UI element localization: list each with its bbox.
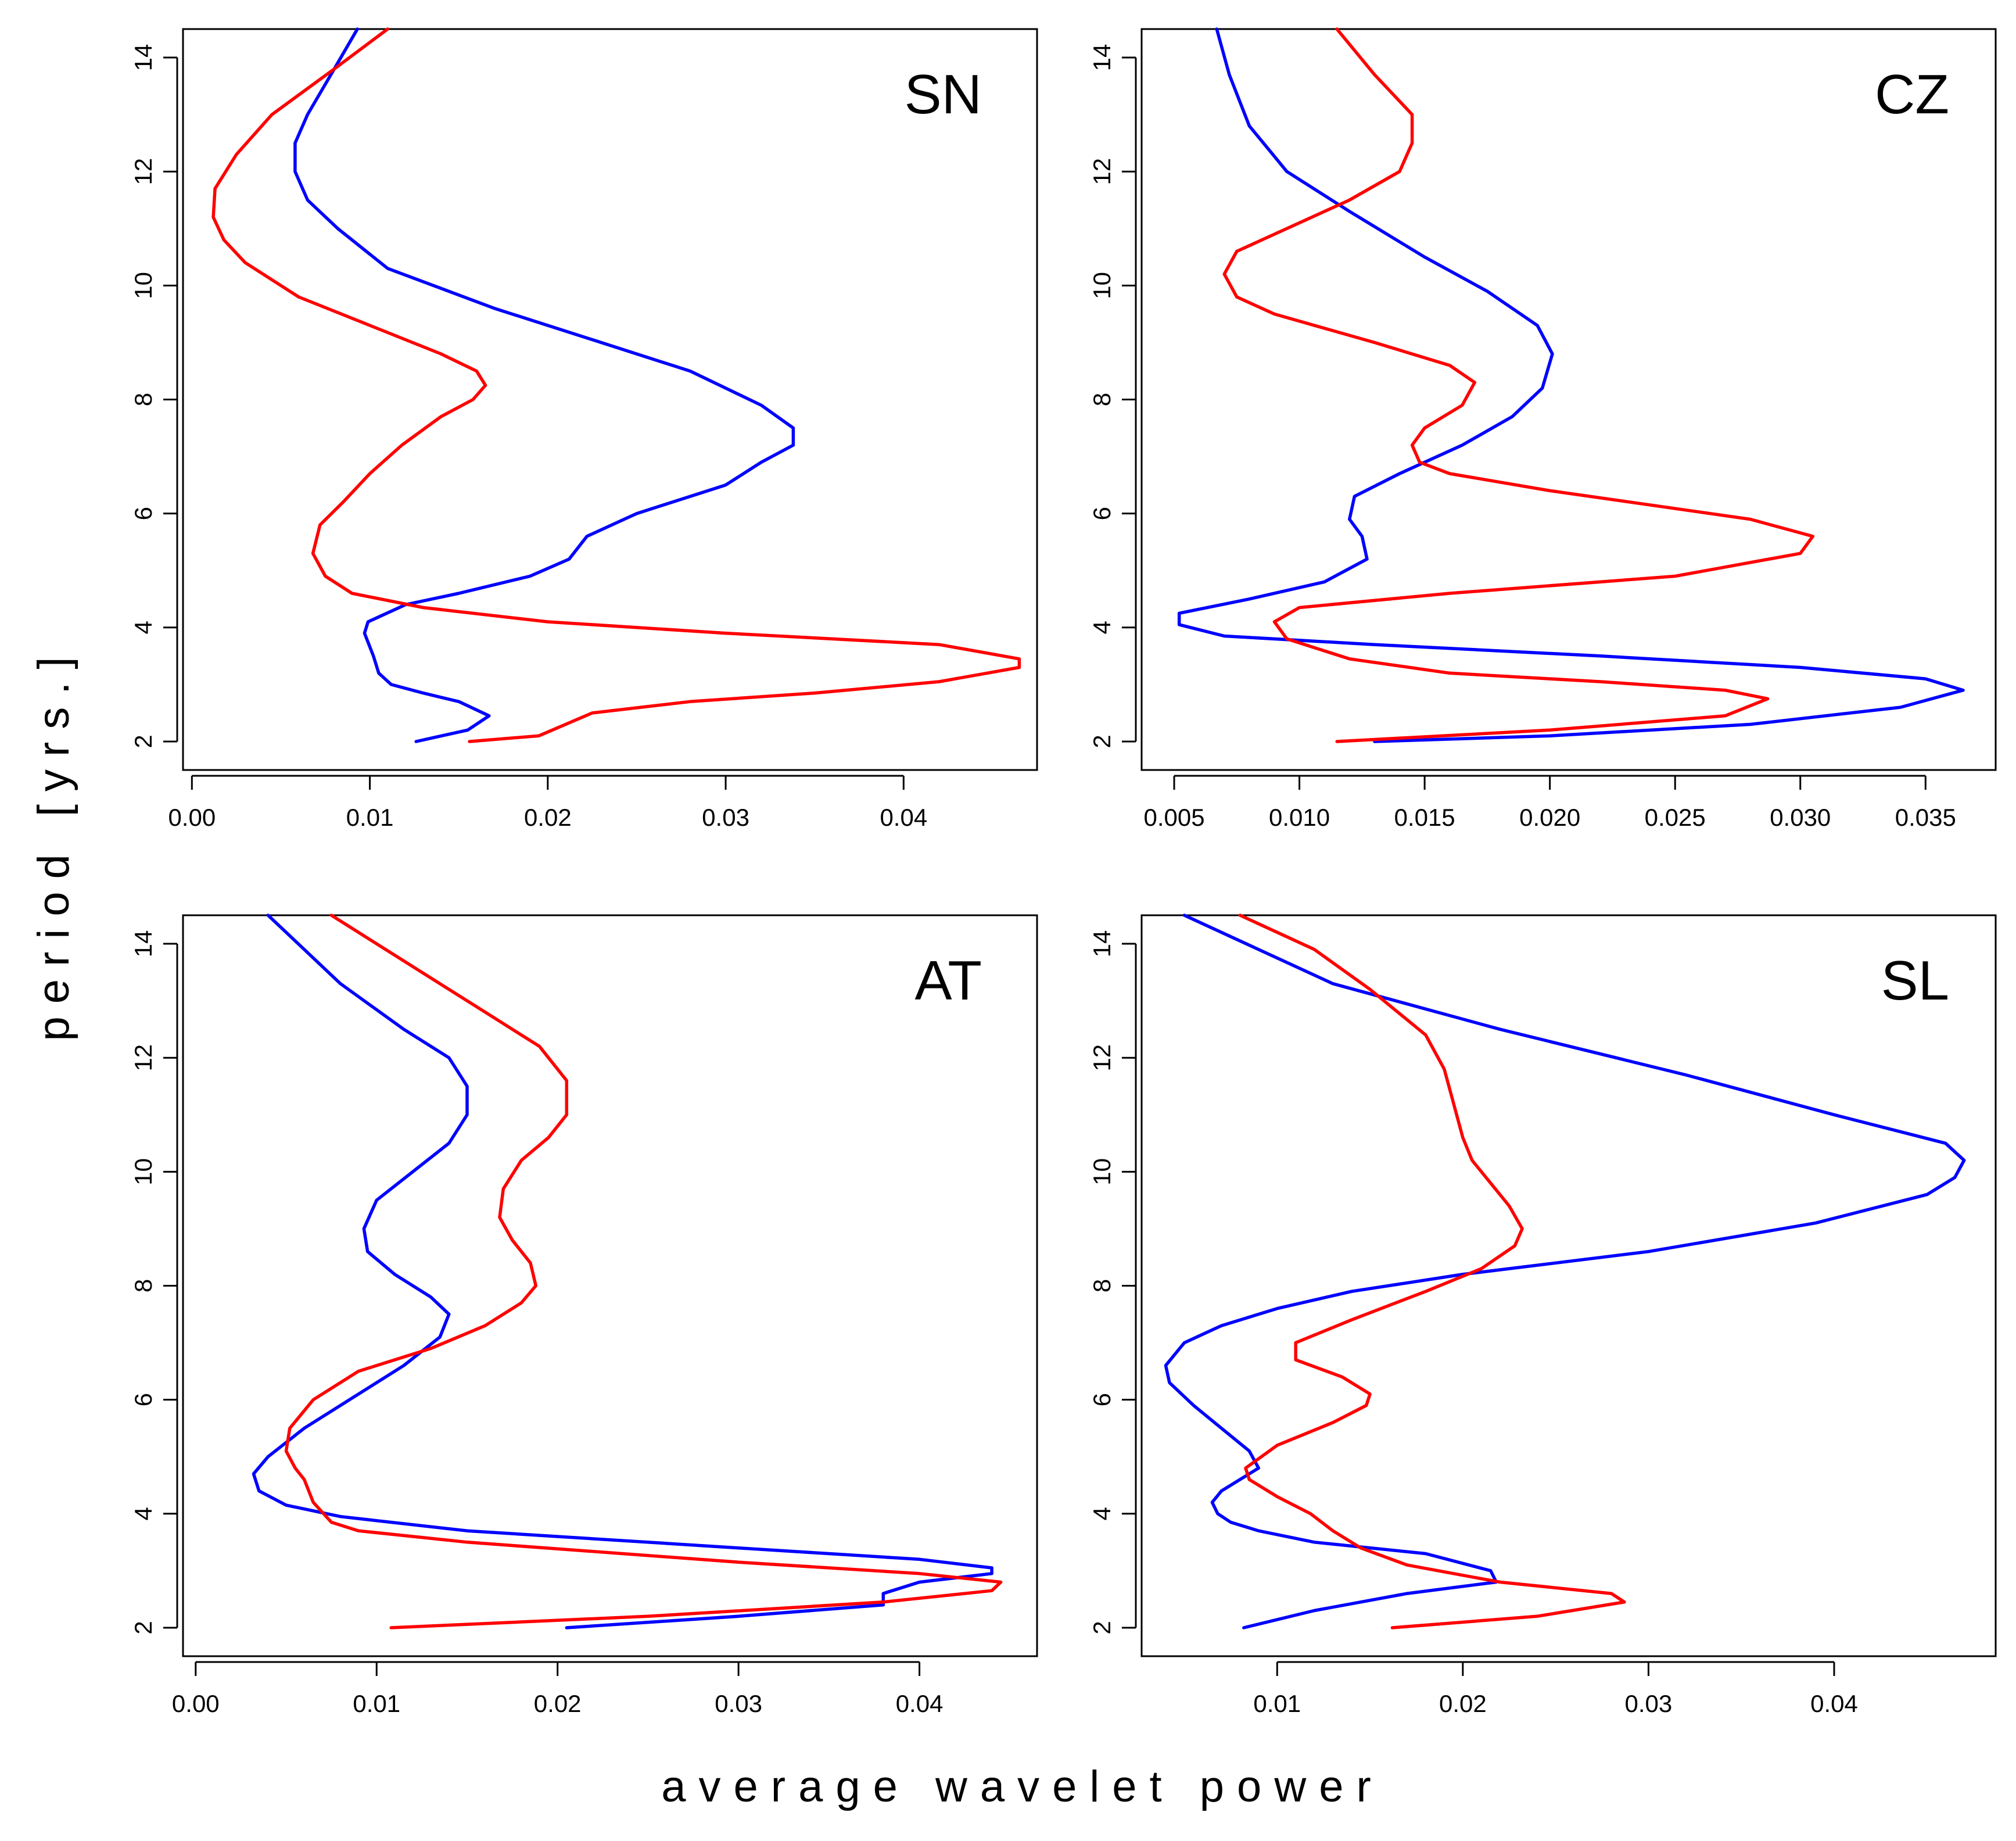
y-tick-label: 12 bbox=[130, 158, 157, 185]
y-tick-label: 4 bbox=[1088, 1507, 1115, 1520]
y-tick-label: 14 bbox=[1088, 44, 1115, 71]
x-tick-label: 0.00 bbox=[172, 1690, 220, 1717]
y-tick-label: 2 bbox=[1088, 1621, 1115, 1634]
y-tick-label: 10 bbox=[130, 1158, 157, 1185]
x-axis: 0.01 0.02 0.03 0.04 bbox=[1253, 1661, 1858, 1717]
x-tick-label: 0.030 bbox=[1770, 804, 1831, 831]
plot-frame bbox=[1140, 28, 1997, 771]
y-tick-label: 8 bbox=[1088, 1279, 1115, 1292]
y-axis: 2 4 6 8 10 12 14 bbox=[1088, 930, 1137, 1635]
y-axis: 2 4 6 8 10 12 14 bbox=[130, 930, 178, 1635]
y-tick-label: 10 bbox=[1088, 1158, 1115, 1185]
panel-title: SN bbox=[905, 63, 982, 126]
series-line-blue bbox=[252, 914, 993, 1629]
y-tick-label: 8 bbox=[130, 1279, 157, 1292]
y-tick-label: 6 bbox=[1088, 507, 1115, 520]
x-tick-label: 0.04 bbox=[1810, 1690, 1858, 1717]
y-axis: 2 4 6 8 10 12 14 bbox=[130, 44, 178, 748]
series-line-blue bbox=[1164, 914, 1966, 1629]
x-tick-label: 0.00 bbox=[168, 804, 216, 831]
y-tick-label: 12 bbox=[1088, 1044, 1115, 1072]
x-tick-label: 0.02 bbox=[524, 804, 572, 831]
panel-CZ: 0.005 0.010 0.015 0.020 0.025 0.030 0.035 2 4 6 8… bbox=[1088, 27, 1997, 831]
x-tick-label: 0.01 bbox=[346, 804, 394, 831]
y-tick-label: 10 bbox=[1088, 272, 1115, 299]
x-tick-label: 0.035 bbox=[1895, 804, 1956, 831]
series-lines bbox=[252, 914, 1003, 1629]
y-tick-label: 2 bbox=[130, 735, 157, 748]
y-axis-title: period [yrs.] bbox=[29, 644, 78, 1041]
series-lines bbox=[211, 27, 1021, 743]
y-tick-label: 12 bbox=[130, 1044, 157, 1072]
panel-title: AT bbox=[914, 950, 982, 1012]
x-tick-label: 0.015 bbox=[1394, 804, 1455, 831]
y-tick-label: 6 bbox=[130, 507, 157, 520]
y-tick-label: 8 bbox=[1088, 393, 1115, 406]
x-tick-label: 0.04 bbox=[880, 804, 927, 831]
y-tick-label: 6 bbox=[130, 1393, 157, 1406]
y-tick-label: 14 bbox=[130, 930, 157, 958]
panel-title: SL bbox=[1881, 950, 1949, 1012]
y-tick-label: 4 bbox=[130, 1507, 157, 1520]
series-lines bbox=[1177, 27, 1965, 743]
panel-SN: 0.00 0.01 0.02 0.03 0.04 2 4 6 8 10 12 14 SN bbox=[130, 27, 1038, 831]
panel-AT: 0.00 0.01 0.02 0.03 0.04 2 4 6 8 10 12 14 AT bbox=[130, 914, 1038, 1717]
series-line-red bbox=[1238, 914, 1626, 1629]
series-line-red bbox=[1222, 27, 1815, 743]
plot-frame bbox=[182, 28, 1038, 771]
series-line-red bbox=[211, 27, 1021, 743]
x-tick-label: 0.03 bbox=[715, 1690, 762, 1717]
x-tick-label: 0.02 bbox=[534, 1690, 582, 1717]
x-axis-title: average wavelet power bbox=[661, 1762, 1384, 1811]
y-tick-label: 4 bbox=[1088, 621, 1115, 634]
y-tick-label: 2 bbox=[130, 1621, 157, 1634]
plot-frame bbox=[1140, 914, 1997, 1657]
y-tick-label: 10 bbox=[130, 272, 157, 299]
plot-frame bbox=[182, 914, 1038, 1657]
x-tick-label: 0.025 bbox=[1645, 804, 1706, 831]
y-tick-label: 2 bbox=[1088, 735, 1115, 748]
series-lines bbox=[1164, 914, 1966, 1629]
x-tick-label: 0.03 bbox=[1625, 1690, 1673, 1717]
series-line-blue bbox=[293, 27, 795, 743]
x-tick-label: 0.005 bbox=[1143, 804, 1204, 831]
y-axis: 2 4 6 8 10 12 14 bbox=[1088, 44, 1137, 748]
panel-SL: 0.01 0.02 0.03 0.04 2 4 6 8 10 12 14 SL bbox=[1088, 914, 1997, 1717]
x-tick-label: 0.01 bbox=[353, 1690, 400, 1717]
panel-title: CZ bbox=[1875, 63, 1949, 126]
x-tick-label: 0.03 bbox=[702, 804, 749, 831]
x-tick-label: 0.01 bbox=[1253, 1690, 1301, 1717]
y-tick-label: 8 bbox=[130, 393, 157, 406]
x-tick-label: 0.010 bbox=[1269, 804, 1330, 831]
series-line-red bbox=[284, 914, 1003, 1629]
y-tick-label: 14 bbox=[1088, 930, 1115, 958]
x-axis: 0.005 0.010 0.015 0.020 0.025 0.030 0.035 bbox=[1143, 775, 1956, 831]
series-line-blue bbox=[1177, 27, 1965, 743]
y-tick-label: 14 bbox=[130, 44, 157, 71]
y-tick-label: 12 bbox=[1088, 158, 1115, 185]
x-axis: 0.00 0.01 0.02 0.03 0.04 bbox=[168, 775, 927, 831]
x-tick-label: 0.020 bbox=[1519, 804, 1580, 831]
x-tick-label: 0.02 bbox=[1439, 1690, 1487, 1717]
x-tick-label: 0.04 bbox=[896, 1690, 944, 1717]
y-tick-label: 4 bbox=[130, 621, 157, 634]
x-axis: 0.00 0.01 0.02 0.03 0.04 bbox=[172, 1661, 944, 1717]
y-tick-label: 6 bbox=[1088, 1393, 1115, 1406]
